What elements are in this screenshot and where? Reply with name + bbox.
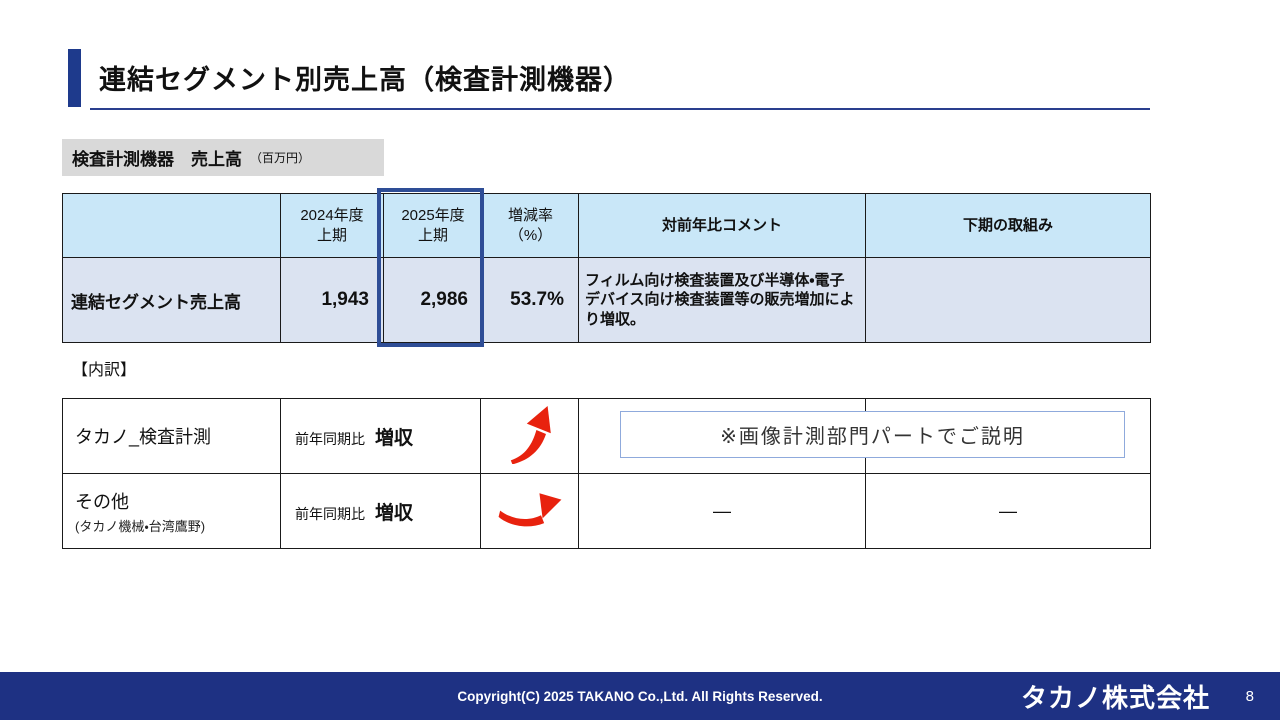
table-header-row: 2024年度 上期 2025年度 上期 増減率 （%） 対前年比コメント 下期の… <box>62 193 1151 258</box>
title-underline <box>90 108 1150 110</box>
value-yoy-comment: フィルム向け検査装置及び半導体・電子デバイス向け検査装置等の販売増加により増収。 <box>578 257 866 343</box>
breakdown-row2-name-main: その他 <box>75 491 129 512</box>
value-h2-initiatives <box>865 257 1151 343</box>
table-row: 連結セグメント売上高 1,943 2,986 53.7% フィルム向け検査装置及… <box>62 257 1151 343</box>
trend-up-steep-icon <box>506 405 554 468</box>
breakdown-row2-initiative: ― <box>865 473 1151 549</box>
breakdown-section-label: 【内訳】 <box>72 362 137 379</box>
header-h2-initiatives: 下期の取組み <box>865 193 1151 258</box>
breakdown-row2-name: その他 (タカノ機械・台湾鷹野) <box>62 473 281 549</box>
header-blank <box>62 193 281 258</box>
header-fy2024-h1: 2024年度 上期 <box>280 193 384 258</box>
segment-sales-table: 2024年度 上期 2025年度 上期 増減率 （%） 対前年比コメント 下期の… <box>62 193 1151 343</box>
copyright-text: Copyright(C) 2025 TAKANO Co.,Ltd. All Ri… <box>457 688 823 704</box>
header-fy2025-h1: 2025年度 上期 <box>383 193 483 258</box>
section-subheader: 検査計測機器 売上高 （百万円） <box>62 139 384 176</box>
breakdown-row1-trend <box>480 398 579 474</box>
subheader-unit: （百万円） <box>250 151 311 165</box>
value-change-rate: 53.7% <box>482 257 579 343</box>
value-fy2025-h1: 2,986 <box>383 257 483 343</box>
value-fy2024-h1: 1,943 <box>280 257 384 343</box>
note-box: ※画像計測部門パートでご説明 <box>620 411 1125 458</box>
header-change-rate: 増減率 （%） <box>482 193 579 258</box>
breakdown-row1-yoy: 前年同期比 増収 <box>280 398 481 474</box>
breakdown-row2-yoy: 前年同期比 増収 <box>280 473 481 549</box>
table-row: その他 (タカノ機械・台湾鷹野) 前年同期比 増収 ― ― <box>62 473 1151 549</box>
page-title: 連結セグメント別売上高（検査計測機器） <box>99 65 631 95</box>
footer-bar: Copyright(C) 2025 TAKANO Co.,Ltd. All Ri… <box>0 672 1280 720</box>
subheader-label: 検査計測機器 売上高 <box>72 150 242 169</box>
breakdown-row2-comment: ― <box>578 473 866 549</box>
title-accent-bar <box>68 49 81 107</box>
breakdown-table: タカノ_検査計測 前年同期比 増収 その他 <box>62 398 1151 549</box>
trend-up-icon <box>497 492 563 532</box>
yoy-value: 増収 <box>375 427 414 449</box>
breakdown-row1-name: タカノ_検査計測 <box>62 398 281 474</box>
breakdown-row2-trend <box>480 473 579 549</box>
company-logo: タカノ株式会社 <box>1020 682 1210 713</box>
header-yoy-comment: 対前年比コメント <box>578 193 866 258</box>
yoy-label: 前年同期比 <box>295 505 365 522</box>
yoy-label: 前年同期比 <box>295 430 365 447</box>
yoy-value: 増収 <box>375 502 414 524</box>
page-number: 8 <box>1245 687 1254 705</box>
row-label: 連結セグメント売上高 <box>62 257 281 343</box>
breakdown-row2-name-sub: (タカノ機械・台湾鷹野) <box>75 518 206 534</box>
